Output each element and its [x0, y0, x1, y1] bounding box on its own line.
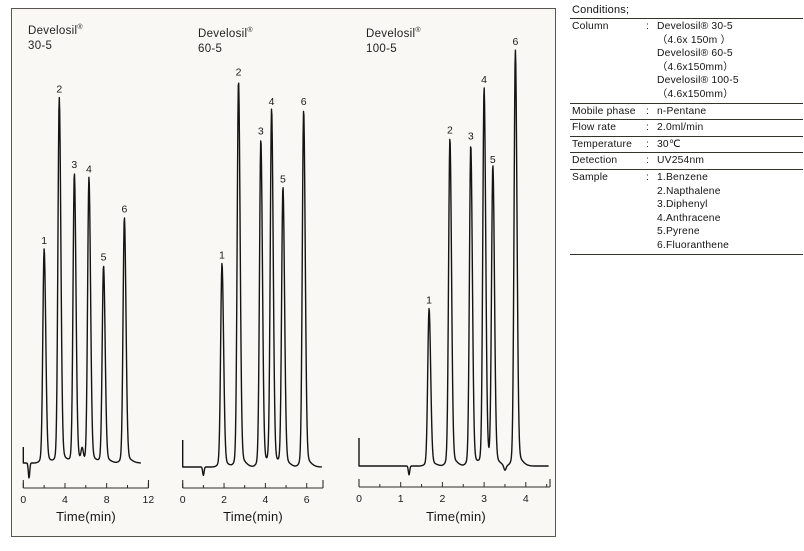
peak-label-3: 3 [258, 125, 264, 137]
tick-label: 2 [221, 494, 227, 506]
condition-value: 30℃ [657, 138, 681, 150]
x-axis-title-3: Time(min) [426, 509, 486, 524]
tick-label: 4 [523, 493, 529, 505]
chromatogram-trace-60-5 [182, 82, 323, 476]
peak-label-2: 2 [447, 124, 453, 136]
chromatogram-title-60-5: Develosil® 60-5 [198, 23, 253, 57]
registered-mark: ® [77, 24, 83, 31]
tick-label: 0 [20, 494, 26, 506]
condition-colon: : [646, 155, 650, 167]
tick-label: 6 [304, 494, 310, 506]
registered-mark: ® [247, 27, 253, 34]
grade-label: 60-5 [198, 42, 223, 55]
peak-label-5: 5 [280, 174, 286, 186]
tick-label: 2 [439, 493, 445, 505]
condition-row-flow-rate: Flow rate:2.0ml/min [570, 120, 803, 137]
figure-frame [11, 8, 556, 537]
grade-label: 30-5 [28, 39, 53, 52]
tick-label: 8 [104, 494, 110, 506]
peak-label-6: 6 [121, 203, 127, 215]
peak-label-4: 4 [86, 163, 92, 175]
chromatogram-title-30-5: Develosil® 30-5 [28, 20, 83, 54]
chromatogram-trace-30-5 [22, 96, 142, 479]
peak-label-6: 6 [301, 96, 307, 108]
condition-row-sample: Sample:1.Benzene 2.Napthalene 3.Diphenyl… [570, 170, 803, 255]
conditions-header: Conditions; [570, 2, 803, 19]
peak-label-4: 4 [481, 74, 487, 86]
condition-row-column: Column: Develosil® 30-5 （4.6x 150m ） Deve… [570, 19, 803, 104]
tick-label: 4 [62, 494, 68, 506]
condition-value: 1.Benzene 2.Napthalene 3.Diphenyl 4.Anth… [657, 171, 730, 251]
tick-label: 3 [481, 493, 487, 505]
tick-label: 0 [356, 493, 362, 505]
condition-label: Temperature [572, 138, 633, 150]
conditions-table: Conditions; Column: Develosil® 30-5 （4.6x… [570, 2, 803, 255]
brand-name: Develosil [198, 27, 248, 40]
peak-label-3: 3 [71, 159, 77, 171]
tick-label: 0 [180, 494, 186, 506]
condition-label: Column [572, 21, 609, 32]
condition-row-mobile-phase: Mobile phase: n-Pentane [570, 104, 803, 121]
peak-label-5: 5 [490, 154, 496, 166]
peak-label-1: 1 [41, 235, 47, 247]
peak-label-2: 2 [236, 67, 242, 79]
condition-colon: : [646, 122, 650, 134]
grade-label: 100-5 [366, 42, 397, 55]
condition-value: UV254nm [657, 155, 705, 167]
condition-row-temperature: Temperature:30℃ [570, 137, 803, 154]
condition-label: Sample [572, 171, 609, 183]
condition-value: n-Pentane [657, 105, 707, 117]
condition-label: Mobile phase [572, 105, 636, 117]
x-axis-title-1: Time(min) [56, 509, 116, 524]
conditions-rows: Column: Develosil® 30-5 （4.6x 150m ） Deve… [570, 19, 803, 255]
peak-label-2: 2 [56, 84, 62, 96]
condition-value: Develosil® 30-5 （4.6x 150m ） Develosil® … [657, 21, 739, 100]
condition-colon: : [646, 138, 650, 150]
chromatogram-title-100-5: Develosil® 100-5 [366, 23, 421, 57]
registered-mark: ® [415, 27, 421, 34]
tick-label: 4 [262, 494, 268, 506]
condition-colon: : [646, 105, 650, 117]
brand-name: Develosil [28, 24, 78, 37]
condition-colon: : [646, 171, 650, 183]
condition-value: 2.0ml/min [657, 122, 704, 134]
condition-row-detection: Detection: UV254nm [570, 153, 803, 170]
tick-label: 12 [142, 494, 154, 506]
x-axis-title-2: Time(min) [223, 509, 283, 524]
chromatogram-trace-100-5 [358, 49, 549, 476]
condition-label: Flow rate [572, 122, 617, 134]
tick-label: 1 [398, 493, 404, 505]
peak-label-5: 5 [101, 252, 107, 264]
peak-label-4: 4 [269, 96, 275, 108]
peak-label-1: 1 [219, 249, 225, 261]
brand-name: Develosil [366, 27, 416, 40]
condition-label: Detection [572, 155, 618, 167]
condition-colon: : [646, 21, 650, 32]
peak-label-1: 1 [426, 295, 432, 307]
peak-label-3: 3 [468, 131, 474, 143]
peak-label-6: 6 [512, 36, 518, 48]
